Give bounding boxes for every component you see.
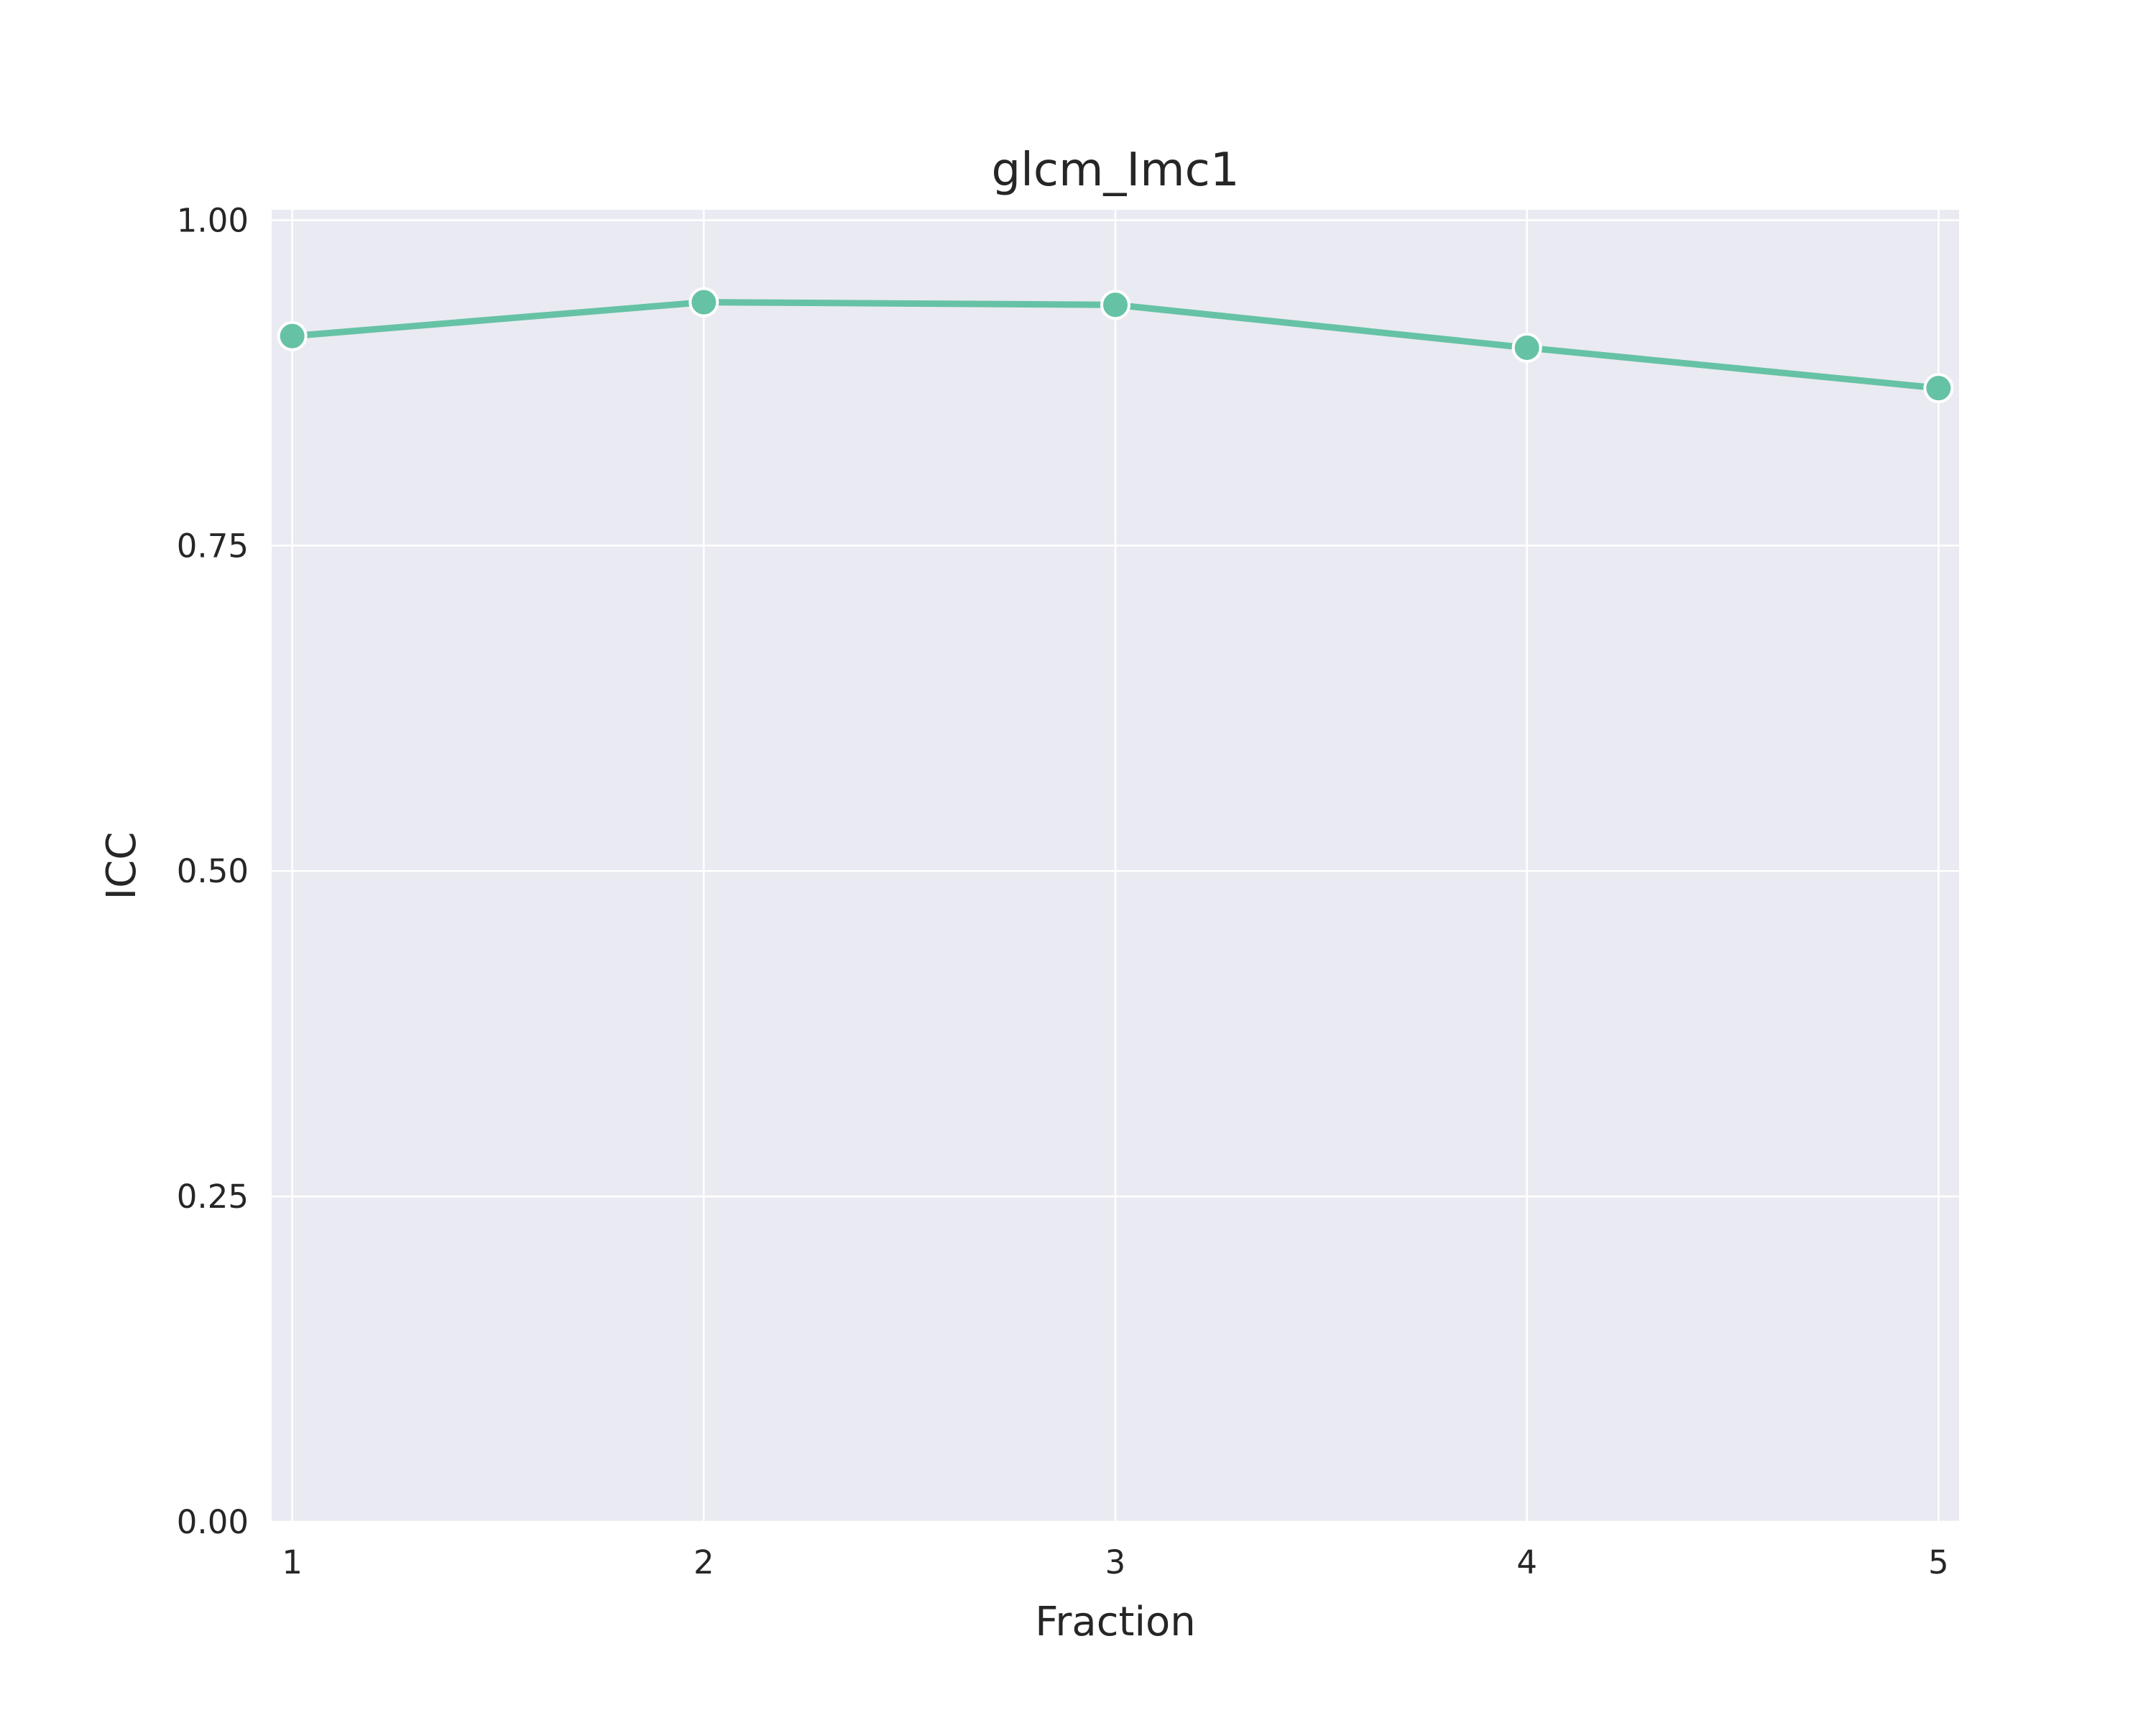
y-tick-label: 1.00: [177, 201, 249, 239]
data-point: [277, 320, 308, 351]
data-point: [688, 287, 719, 318]
x-tick-label: 4: [1516, 1543, 1537, 1581]
data-point: [1511, 333, 1542, 364]
data-point: [1923, 373, 1954, 404]
y-axis-label: ICC: [98, 832, 145, 900]
y-tick-label: 0.50: [177, 852, 249, 890]
data-point: [1100, 290, 1130, 320]
x-tick-label: 5: [1928, 1543, 1949, 1581]
x-tick-label: 1: [282, 1543, 303, 1581]
chart-title: glcm_Imc1: [991, 144, 1239, 197]
y-tick-label: 0.75: [177, 527, 249, 565]
x-tick-label: 2: [694, 1543, 714, 1581]
y-tick-label: 0.00: [177, 1503, 249, 1541]
x-axis-label: Fraction: [1035, 1599, 1196, 1645]
x-tick-label: 3: [1105, 1543, 1126, 1581]
series-layer: [277, 287, 1954, 404]
grid-lines: [272, 210, 1959, 1523]
y-tick-label: 0.25: [177, 1178, 249, 1216]
tick-labels: 0.00 0.25 0.50 0.75 1.00 1 2 3 4 5: [177, 201, 1949, 1581]
